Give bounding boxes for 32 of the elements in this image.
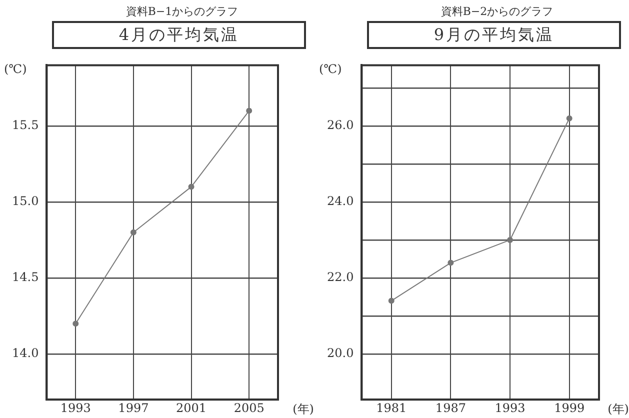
y-tick-label: 22.0 (327, 270, 354, 284)
y-tick-label: 15.5 (12, 118, 39, 132)
x-tick-label: 2005 (234, 400, 264, 415)
y-tick-label: 20.0 (327, 346, 354, 360)
chart-title: 4月の平均気温 (52, 21, 306, 49)
x-tick-label: 1997 (118, 400, 149, 415)
point (130, 229, 136, 236)
x-axis-title: (年) (292, 401, 314, 418)
point (72, 320, 79, 327)
x-tick-label: 1993 (60, 400, 91, 415)
x-tick-label: 1981 (376, 400, 407, 415)
chart-subtitle: 資料B−2からのグラフ (440, 4, 554, 19)
point (188, 184, 194, 190)
x-tick-label: 2001 (176, 400, 207, 415)
x-tick-label: 1987 (435, 400, 466, 415)
y-tick-label: 14.0 (12, 346, 39, 360)
point (448, 260, 454, 266)
point (388, 298, 394, 304)
point (507, 237, 514, 243)
chart-title: 9月の平均気温 (367, 21, 621, 49)
y-tick-label: 26.0 (327, 118, 354, 132)
y-tick-label: 14.5 (12, 270, 39, 284)
point (566, 115, 572, 122)
x-tick-label: 1999 (554, 400, 585, 415)
y-axis-title: (℃) (4, 62, 27, 76)
x-axis-title: (年) (608, 401, 629, 418)
point (246, 108, 252, 114)
y-tick-label: 24.0 (327, 194, 354, 208)
x-tick-label: 1993 (494, 400, 526, 415)
y-axis-title: (℃) (319, 62, 342, 76)
y-tick-label: 15.0 (12, 194, 39, 208)
chart-subtitle: 資料B−1からのグラフ (124, 4, 240, 19)
